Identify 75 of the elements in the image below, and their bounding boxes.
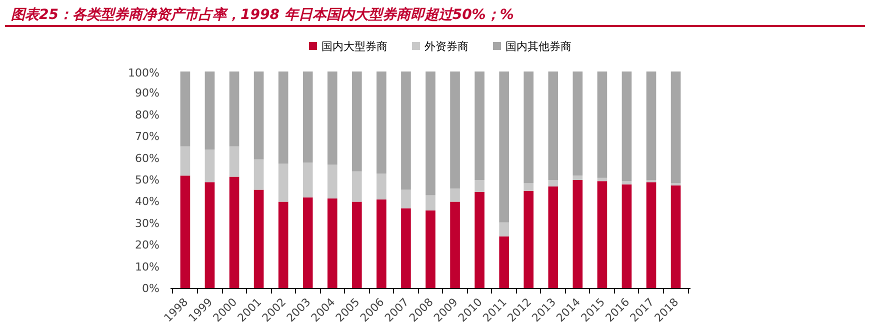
bar xyxy=(622,181,632,184)
bar xyxy=(450,72,460,189)
bar xyxy=(450,188,460,202)
y-tick-label: 60% xyxy=(135,152,160,165)
bar xyxy=(622,184,632,288)
bar xyxy=(499,236,509,288)
bar xyxy=(180,176,190,288)
bar xyxy=(229,176,240,288)
legend-item: 国内大型券商 xyxy=(308,40,388,53)
bar xyxy=(376,173,386,200)
y-tick-label: 10% xyxy=(135,260,160,274)
legend-item: 外资券商 xyxy=(412,40,468,53)
bar xyxy=(302,72,313,163)
bar xyxy=(426,195,436,210)
y-tick-label: 20% xyxy=(135,238,160,252)
bar xyxy=(204,150,215,182)
y-tick-label: 50% xyxy=(135,174,160,186)
bar xyxy=(426,72,436,196)
bar xyxy=(302,197,313,288)
bar xyxy=(254,159,264,190)
bar xyxy=(278,202,288,288)
bar xyxy=(597,181,608,288)
bar xyxy=(401,72,411,190)
y-tick-label: 40% xyxy=(135,195,160,208)
bar xyxy=(474,72,484,180)
bar xyxy=(229,72,240,146)
bar xyxy=(254,190,264,288)
bar xyxy=(204,182,215,288)
bar xyxy=(499,72,509,222)
bar xyxy=(524,183,534,191)
bar xyxy=(352,171,362,202)
bar xyxy=(572,176,583,180)
bar xyxy=(204,72,215,150)
bar xyxy=(352,202,362,288)
bar xyxy=(229,146,240,177)
bar xyxy=(572,72,583,176)
bar xyxy=(278,72,288,164)
bar xyxy=(646,72,656,180)
bar xyxy=(646,182,656,288)
bar xyxy=(474,192,484,288)
bar xyxy=(524,72,534,184)
bar xyxy=(499,222,509,236)
bar xyxy=(670,72,681,184)
bar xyxy=(548,180,558,187)
bar xyxy=(426,210,436,288)
legend-item: 国内其他券商 xyxy=(492,40,572,53)
bar xyxy=(302,162,313,198)
chart-title: 图表25：各类型券商净资产市占率，1998 年日本国内大型券商即超过50%；% xyxy=(11,6,514,25)
bar xyxy=(401,190,411,208)
bar xyxy=(622,72,632,182)
bar xyxy=(352,72,362,172)
bar xyxy=(474,180,484,192)
bar xyxy=(572,180,583,288)
bar xyxy=(376,72,386,174)
bar xyxy=(450,202,460,288)
y-tick-label: 90% xyxy=(135,86,160,100)
bar xyxy=(327,198,338,288)
bar xyxy=(254,72,264,160)
bar xyxy=(597,72,608,178)
y-tick-label: 70% xyxy=(135,130,160,144)
y-tick-label: 30% xyxy=(135,216,160,230)
y-tick-label: 100% xyxy=(128,66,160,80)
bar xyxy=(327,164,338,198)
bar xyxy=(278,164,288,202)
bar xyxy=(670,185,681,288)
bar xyxy=(180,72,190,146)
bar xyxy=(327,72,338,165)
y-tick-label: 80% xyxy=(135,108,160,122)
bar xyxy=(180,146,190,176)
bar xyxy=(548,186,558,288)
y-tick-label: 0% xyxy=(142,282,160,295)
bar xyxy=(401,208,411,288)
bar xyxy=(548,72,558,180)
bar xyxy=(524,190,534,288)
bar xyxy=(376,200,386,288)
